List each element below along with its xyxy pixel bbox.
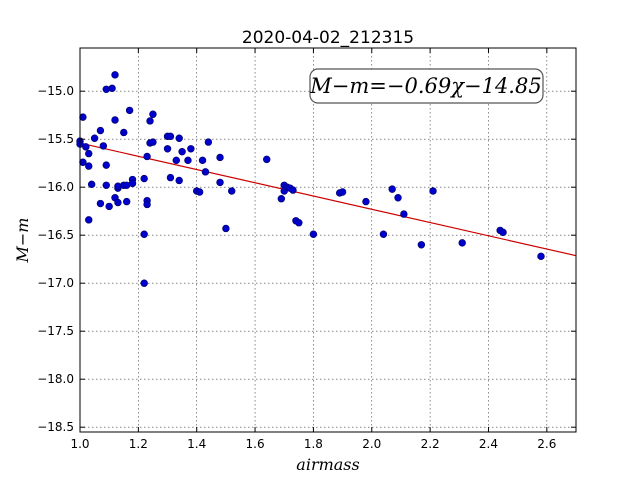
- fit-line-group: [79, 142, 577, 257]
- y-tick-label: −16.0: [37, 180, 74, 194]
- data-point: [96, 126, 105, 135]
- y-axis-label: M−m: [13, 218, 32, 264]
- y-tick-label: −15.0: [37, 84, 74, 98]
- data-point: [143, 200, 151, 209]
- data-point: [537, 252, 545, 261]
- y-tick-label: −17.5: [37, 324, 74, 338]
- x-tick-label: 1.2: [129, 437, 148, 451]
- data-point: [146, 117, 154, 125]
- data-point: [96, 199, 105, 208]
- y-tick-label: −17.0: [37, 276, 74, 290]
- data-point: [172, 156, 180, 165]
- data-point: [105, 202, 113, 211]
- fit-equation: M−m=−0.69χ−14.85: [309, 74, 541, 98]
- data-point: [87, 180, 96, 189]
- data-point: [388, 185, 396, 193]
- data-point: [184, 156, 192, 165]
- chart-title: 2020-04-02_212315: [242, 28, 414, 48]
- data-point: [79, 158, 87, 166]
- data-point: [128, 179, 137, 188]
- data-points: [76, 71, 545, 287]
- data-point: [228, 187, 236, 195]
- data-point: [222, 224, 230, 233]
- y-tick-label: −18.0: [37, 372, 74, 386]
- data-point: [102, 161, 110, 169]
- data-point: [178, 147, 186, 156]
- y-ticks: −15.0 −15.5 −16.0 −16.5 −17.0 −17.5 −18.0 −18.5: [37, 84, 576, 434]
- data-point: [99, 142, 108, 150]
- data-point: [175, 176, 183, 185]
- data-point: [140, 279, 148, 287]
- y-tick-label: −18.5: [37, 420, 74, 434]
- data-point: [198, 156, 207, 165]
- data-point: [417, 241, 426, 249]
- x-tick-label: 1.4: [187, 437, 206, 451]
- y-tick-label: −16.5: [37, 228, 74, 242]
- x-tick-label: 1.6: [246, 437, 265, 451]
- data-point: [85, 149, 93, 158]
- data-point: [163, 145, 172, 153]
- data-point: [149, 110, 157, 118]
- data-point: [166, 173, 175, 182]
- data-point: [143, 152, 151, 161]
- x-tick-label: 2.2: [421, 437, 440, 451]
- data-point: [400, 210, 408, 218]
- data-point: [499, 228, 507, 237]
- data-point: [140, 174, 148, 183]
- data-point: [429, 187, 437, 195]
- data-point: [122, 197, 131, 206]
- x-ticks: 1.0 1.2 1.4 1.6 1.8 2.0 2.2 2.4 2.6: [70, 48, 556, 451]
- data-point: [216, 178, 224, 187]
- data-point: [140, 230, 148, 238]
- data-point: [79, 113, 87, 121]
- data-point: [90, 134, 99, 142]
- data-point: [394, 194, 402, 202]
- data-point: [114, 198, 122, 207]
- x-axis-label: airmass: [296, 455, 359, 474]
- grid-lines: [80, 48, 576, 432]
- data-point: [85, 162, 93, 170]
- data-point: [85, 216, 93, 224]
- annotation-box: M−m=−0.69χ−14.85: [309, 68, 544, 104]
- data-point: [125, 106, 134, 115]
- data-point: [338, 188, 347, 196]
- data-point: [289, 186, 297, 194]
- x-tick-label: 2.0: [362, 437, 381, 451]
- data-point: [379, 230, 388, 238]
- data-point: [149, 138, 157, 146]
- data-point: [295, 219, 303, 227]
- data-point: [201, 168, 210, 176]
- y-tick-label: −15.5: [37, 132, 74, 146]
- data-point: [277, 195, 286, 203]
- data-point: [362, 197, 370, 206]
- x-tick-label: 1.8: [304, 437, 323, 451]
- x-tick-label: 2.4: [479, 437, 498, 451]
- data-point: [111, 116, 119, 124]
- data-point: [309, 230, 318, 238]
- data-point: [166, 132, 175, 141]
- data-point: [82, 143, 90, 151]
- x-tick-label: 1.0: [70, 437, 89, 451]
- data-point: [195, 188, 204, 196]
- data-point: [108, 84, 116, 93]
- data-point: [175, 134, 183, 142]
- data-point: [216, 153, 224, 162]
- fit-line: [79, 142, 577, 257]
- data-point: [204, 138, 213, 146]
- data-point: [102, 181, 110, 189]
- data-point: [263, 155, 271, 164]
- data-point: [120, 128, 128, 137]
- plot-frame: [79, 47, 577, 433]
- x-tick-label: 2.6: [537, 437, 556, 451]
- data-point: [458, 239, 466, 247]
- data-point: [187, 145, 195, 153]
- data-point: [111, 71, 119, 79]
